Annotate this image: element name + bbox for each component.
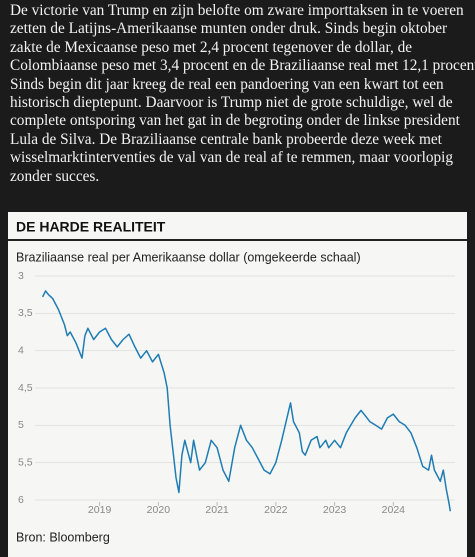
article-line: wisselmarktinterventies de val van de re… [10, 149, 454, 167]
y-tick-label: 3 [18, 270, 24, 282]
article-line: Sinds begin dit jaar kreeg de real een p… [10, 75, 444, 93]
source: Bron: Bloomberg [16, 530, 110, 544]
article-line: Colombiaanse peso met 3,4 procent en de … [10, 57, 475, 75]
article: De victorie van Trump en zijn belofte om… [10, 2, 475, 186]
chart-subtitle: Braziliaanse real per Amerikaanse dollar… [16, 250, 361, 264]
title-rule [8, 239, 467, 241]
y-tick-label: 3,5 [18, 307, 33, 319]
y-tick-label: 6 [18, 494, 24, 506]
article-line: De victorie van Trump en zijn belofte om… [10, 2, 464, 19]
y-tick-label: 5 [18, 419, 24, 431]
x-tick-label: 2024 [382, 504, 406, 516]
article-line: complete ontsporing van het gat in de be… [10, 112, 460, 130]
y-tick-label: 4 [18, 344, 24, 356]
x-tick-label: 2020 [147, 504, 171, 516]
x-tick-label: 2021 [205, 504, 229, 516]
article-line: historisch dieptepunt. Daarvoor is Trump… [10, 94, 453, 112]
article-line: zonder succes. [10, 167, 100, 185]
article-line: zakte de Mexicaanse peso met 2,4 procent… [10, 38, 413, 56]
article-line: zetten de Latijns-Amerikaanse munten ond… [10, 20, 448, 38]
x-tick-label: 2023 [323, 504, 347, 516]
y-tick-label: 5,5 [18, 456, 33, 468]
y-tick-label: 4,5 [18, 382, 33, 394]
x-tick-label: 2019 [88, 504, 112, 516]
chart-title: DE HARDE REALITEIT [16, 219, 166, 235]
article-line: Lula de Silva. De Braziliaanse centrale … [10, 130, 442, 148]
series-line [41, 290, 452, 512]
x-tick-label: 2022 [264, 504, 288, 516]
